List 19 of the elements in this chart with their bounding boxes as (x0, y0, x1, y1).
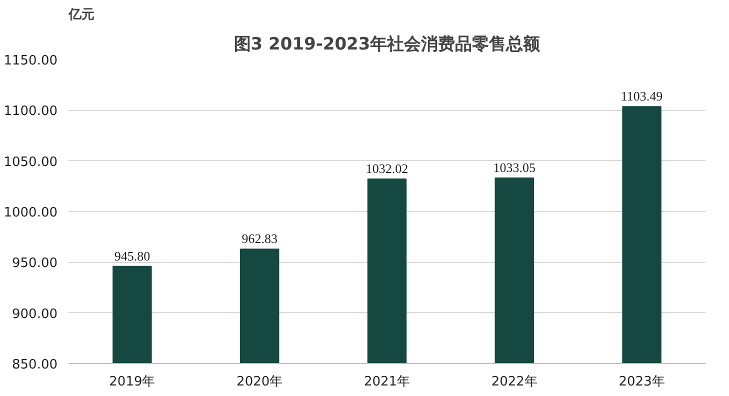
y-tick-label: 950.00 (12, 256, 58, 272)
y-tick-label: 1050.00 (4, 154, 58, 170)
data-label: 1103.49 (620, 88, 663, 104)
data-label: 945.80 (114, 248, 150, 264)
x-tick-label: 2022年 (491, 374, 538, 390)
y-tick-label: 850.00 (12, 358, 58, 372)
x-tick-label: 2019年 (109, 374, 156, 390)
x-tick-label: 2020年 (236, 374, 283, 390)
data-label: 1032.02 (366, 161, 408, 176)
y-tick-label: 1100.00 (4, 104, 58, 120)
data-label: 1033.05 (493, 160, 536, 176)
data-label: 962.83 (242, 231, 278, 246)
y-tick-label: 1150.00 (4, 54, 58, 68)
y-tick-label: 1000.00 (4, 206, 58, 220)
y-axis-title: 亿元 (68, 8, 94, 22)
x-tick-label: 2021年 (364, 374, 410, 390)
chart-title: 图3 2019-2023年社会消费品零售总额 (234, 34, 542, 54)
x-tick-label: 2023年 (618, 374, 665, 390)
y-tick-label: 900.00 (12, 306, 58, 322)
